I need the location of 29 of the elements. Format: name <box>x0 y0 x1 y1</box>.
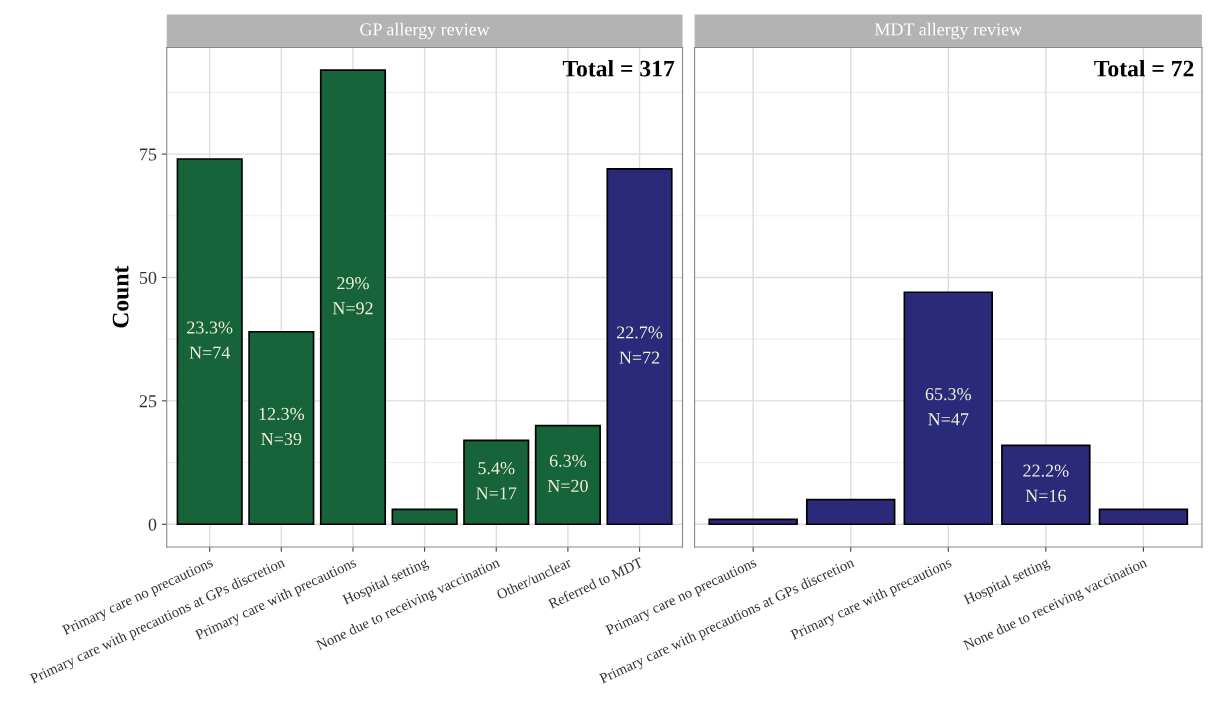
bar <box>1001 444 1091 526</box>
bar <box>903 291 994 526</box>
data-label: 22.2% N=16 <box>1023 464 1069 502</box>
y-tick-label: 50 <box>139 271 157 284</box>
y-tick-label: 75 <box>140 148 157 161</box>
bar <box>534 424 601 526</box>
data-label: 22.7% N=72 <box>617 326 663 364</box>
chart-title: MDT allergy review <box>874 22 1023 40</box>
bar <box>606 168 673 526</box>
bar <box>319 69 387 526</box>
bar <box>708 518 798 526</box>
bar <box>1098 508 1189 526</box>
bar <box>805 498 896 526</box>
y-tick-label: 25 <box>139 395 157 408</box>
annotation: Total = 317 <box>562 59 675 77</box>
data-label: 12.3% N=39 <box>259 407 305 446</box>
y-tick-label: 0 <box>148 518 157 531</box>
annotation: Total = 72 <box>1094 59 1194 77</box>
data-label: 6.3% N=20 <box>547 454 588 492</box>
bar <box>391 508 458 526</box>
y-axis-title: Count <box>112 265 129 328</box>
chart-title: GP allergy review <box>360 22 490 40</box>
bar <box>248 330 315 526</box>
bar <box>463 439 530 526</box>
bar <box>176 158 243 526</box>
data-label: 5.4% N=17 <box>476 462 517 500</box>
data-label: 23.3% N=74 <box>187 321 233 359</box>
data-label: 29% N=92 <box>332 276 373 315</box>
data-label: 65.3% N=47 <box>925 388 971 426</box>
